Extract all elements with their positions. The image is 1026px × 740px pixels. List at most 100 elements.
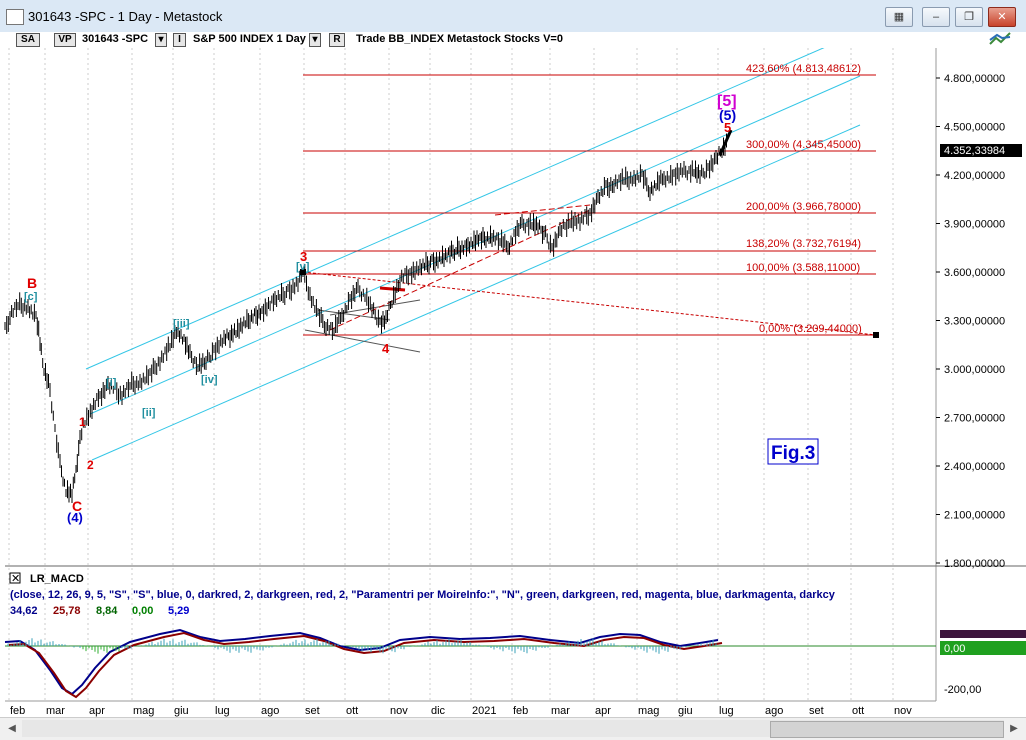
last-bar-thick bbox=[718, 129, 733, 156]
macd-low-label: -200,00 bbox=[944, 684, 981, 696]
price-axis-label: 4.200,00000 bbox=[944, 170, 1005, 182]
time-axis[interactable]: feb mar apr mag giu lug ago set ott nov dic 2021 feb… bbox=[10, 705, 912, 717]
wave-label-1: 1 bbox=[79, 415, 86, 429]
macd-level-band bbox=[940, 630, 1026, 638]
price-axis-label: 3.600,00000 bbox=[944, 267, 1005, 279]
symbol-dropdown-icon[interactable]: ▾ bbox=[155, 33, 167, 47]
wave-label-i: [i] bbox=[106, 377, 117, 389]
macd-title: LR_MACD bbox=[30, 573, 84, 585]
time-axis-label: 2021 bbox=[472, 705, 496, 717]
symbol-label: 301643 -SPC bbox=[82, 33, 149, 45]
channel-lower-line bbox=[91, 124, 861, 461]
app-icon bbox=[6, 9, 24, 25]
fib-label-200: 200,00% (3.966,78000) bbox=[746, 201, 861, 213]
wave-label-c-bracket: [c] bbox=[24, 291, 38, 303]
time-axis-label: mar bbox=[46, 705, 65, 717]
time-axis-label: ott bbox=[346, 705, 358, 717]
fig-label: Fig.3 bbox=[771, 443, 815, 464]
wave-label-v: [v] bbox=[296, 261, 310, 273]
wave-label-c: C bbox=[72, 498, 82, 514]
fib-anchor-end[interactable] bbox=[873, 332, 879, 338]
fib-label-100: 100,00% (3.588,11000) bbox=[746, 262, 860, 274]
sa-button[interactable]: SA bbox=[16, 33, 40, 47]
interval-dropdown-icon[interactable]: ▾ bbox=[309, 33, 321, 47]
time-axis-label: giu bbox=[174, 705, 189, 717]
fib-label-300: 300,00% (4.345,45000) bbox=[746, 139, 861, 151]
current-price-box bbox=[940, 144, 1022, 157]
chart-area[interactable]: 423,60% (4.813,48612) 300,00% (4.345,450… bbox=[0, 48, 1026, 739]
restore-button[interactable]: ❐ bbox=[955, 7, 983, 27]
trend-channel bbox=[85, 48, 861, 461]
trade-info: Trade BB_INDEX Metastock Stocks V=0 bbox=[356, 33, 563, 45]
fib-label-0: 0,00% (3.209,44000) bbox=[759, 323, 862, 335]
time-axis-label: giu bbox=[678, 705, 693, 717]
price-axis-label: 3.300,00000 bbox=[944, 316, 1005, 328]
time-axis-label: ago bbox=[261, 705, 279, 717]
macd-close-box[interactable] bbox=[9, 572, 21, 584]
close-button[interactable]: ✕ bbox=[988, 7, 1016, 27]
current-price: 4.352,33984 bbox=[944, 145, 1005, 157]
macd-value: 0,00 bbox=[132, 605, 153, 617]
wave-label-4: 4 bbox=[382, 341, 390, 356]
wave-label-5-bracket: [5] bbox=[717, 93, 737, 110]
fib-label-138: 138,20% (3.732,76194) bbox=[746, 238, 861, 250]
wave-label-3: 3 bbox=[300, 249, 307, 264]
scroll-thumb[interactable] bbox=[770, 721, 1004, 738]
time-axis-label: mar bbox=[551, 705, 570, 717]
macd-value: 34,62 bbox=[10, 605, 38, 617]
price-axis-label: 3.000,00000 bbox=[944, 364, 1005, 376]
wave-label-5-paren: (5) bbox=[719, 107, 736, 123]
time-axis-label: mag bbox=[133, 705, 154, 717]
window-title: 301643 -SPC - 1 Day - Metastock bbox=[28, 9, 223, 24]
macd-lines bbox=[4, 628, 936, 699]
breakout-marker bbox=[379, 286, 406, 292]
time-axis-label: apr bbox=[595, 705, 611, 717]
security-description: S&P 500 INDEX 1 Day bbox=[193, 33, 306, 45]
wave-labels: B [c] C (4) 1 2 [i] [ii] [iii] [iv] [v] … bbox=[24, 93, 737, 525]
time-axis-label: set bbox=[305, 705, 320, 717]
wave-label-iv: [iv] bbox=[201, 374, 218, 386]
chart-settings-button[interactable]: ▦ bbox=[885, 7, 913, 27]
signal-line bbox=[8, 631, 723, 699]
channel-upper-line bbox=[85, 48, 825, 370]
price-chart[interactable]: 423,60% (4.813,48612) 300,00% (4.345,450… bbox=[0, 48, 1026, 717]
macd-values: 34,62 25,78 8,84 0,00 5,29 bbox=[10, 605, 189, 617]
price-axis-label: 4.500,00000 bbox=[944, 122, 1005, 134]
fib-label-423: 423,60% (4.813,48612) bbox=[746, 63, 861, 75]
time-axis-label: set bbox=[809, 705, 824, 717]
time-axis-label: feb bbox=[10, 705, 25, 717]
macd-zero-label: 0,00 bbox=[944, 643, 965, 655]
time-axis-label: ott bbox=[852, 705, 864, 717]
time-axis-label: feb bbox=[513, 705, 528, 717]
wave-label-ii: [ii] bbox=[142, 407, 156, 419]
interval-button[interactable]: I bbox=[173, 33, 186, 47]
time-axis-label: apr bbox=[89, 705, 105, 717]
fig-label-box bbox=[767, 438, 819, 465]
macd-close-icon[interactable]: ✕ bbox=[11, 573, 20, 585]
price-axis[interactable]: 4.800,00000 4.500,00000 4.200,00000 3.900,0… bbox=[936, 73, 1005, 570]
price-axis-label: 1.800,00000 bbox=[944, 558, 1005, 570]
scroll-track[interactable] bbox=[22, 720, 1004, 737]
macd-params: (close, 12, 26, 9, 5, "S", "S", blue, 0,… bbox=[10, 589, 836, 601]
macd-value: 8,84 bbox=[96, 605, 118, 617]
horizontal-scrollbar[interactable]: ◀ ▶ bbox=[0, 717, 1026, 740]
price-axis-label: 2.700,00000 bbox=[944, 413, 1005, 425]
price-axis-label: 2.400,00000 bbox=[944, 461, 1005, 473]
fib-labels: 423,60% (4.813,48612) 300,00% (4.345,450… bbox=[746, 63, 862, 335]
wave-label-4-paren: (4) bbox=[67, 510, 83, 525]
layout-icon[interactable] bbox=[988, 30, 1012, 48]
price-axis-label: 2.100,00000 bbox=[944, 510, 1005, 522]
macd-line bbox=[4, 628, 719, 696]
wave-label-2: 2 bbox=[87, 458, 94, 472]
vp-button[interactable]: VP bbox=[54, 33, 76, 47]
wave-label-iii: [iii] bbox=[173, 318, 190, 330]
time-axis-label: dic bbox=[431, 705, 446, 717]
price-axis-label: 3.900,00000 bbox=[944, 219, 1005, 231]
time-axis-label: mag bbox=[638, 705, 659, 717]
scroll-right-icon[interactable]: ▶ bbox=[1010, 723, 1018, 734]
r-button[interactable]: R bbox=[329, 33, 345, 47]
time-axis-label: nov bbox=[390, 705, 408, 717]
scroll-left-icon[interactable]: ◀ bbox=[8, 723, 16, 734]
minimize-button[interactable]: ‒ bbox=[922, 7, 950, 27]
macd-zero-box bbox=[940, 641, 1026, 655]
